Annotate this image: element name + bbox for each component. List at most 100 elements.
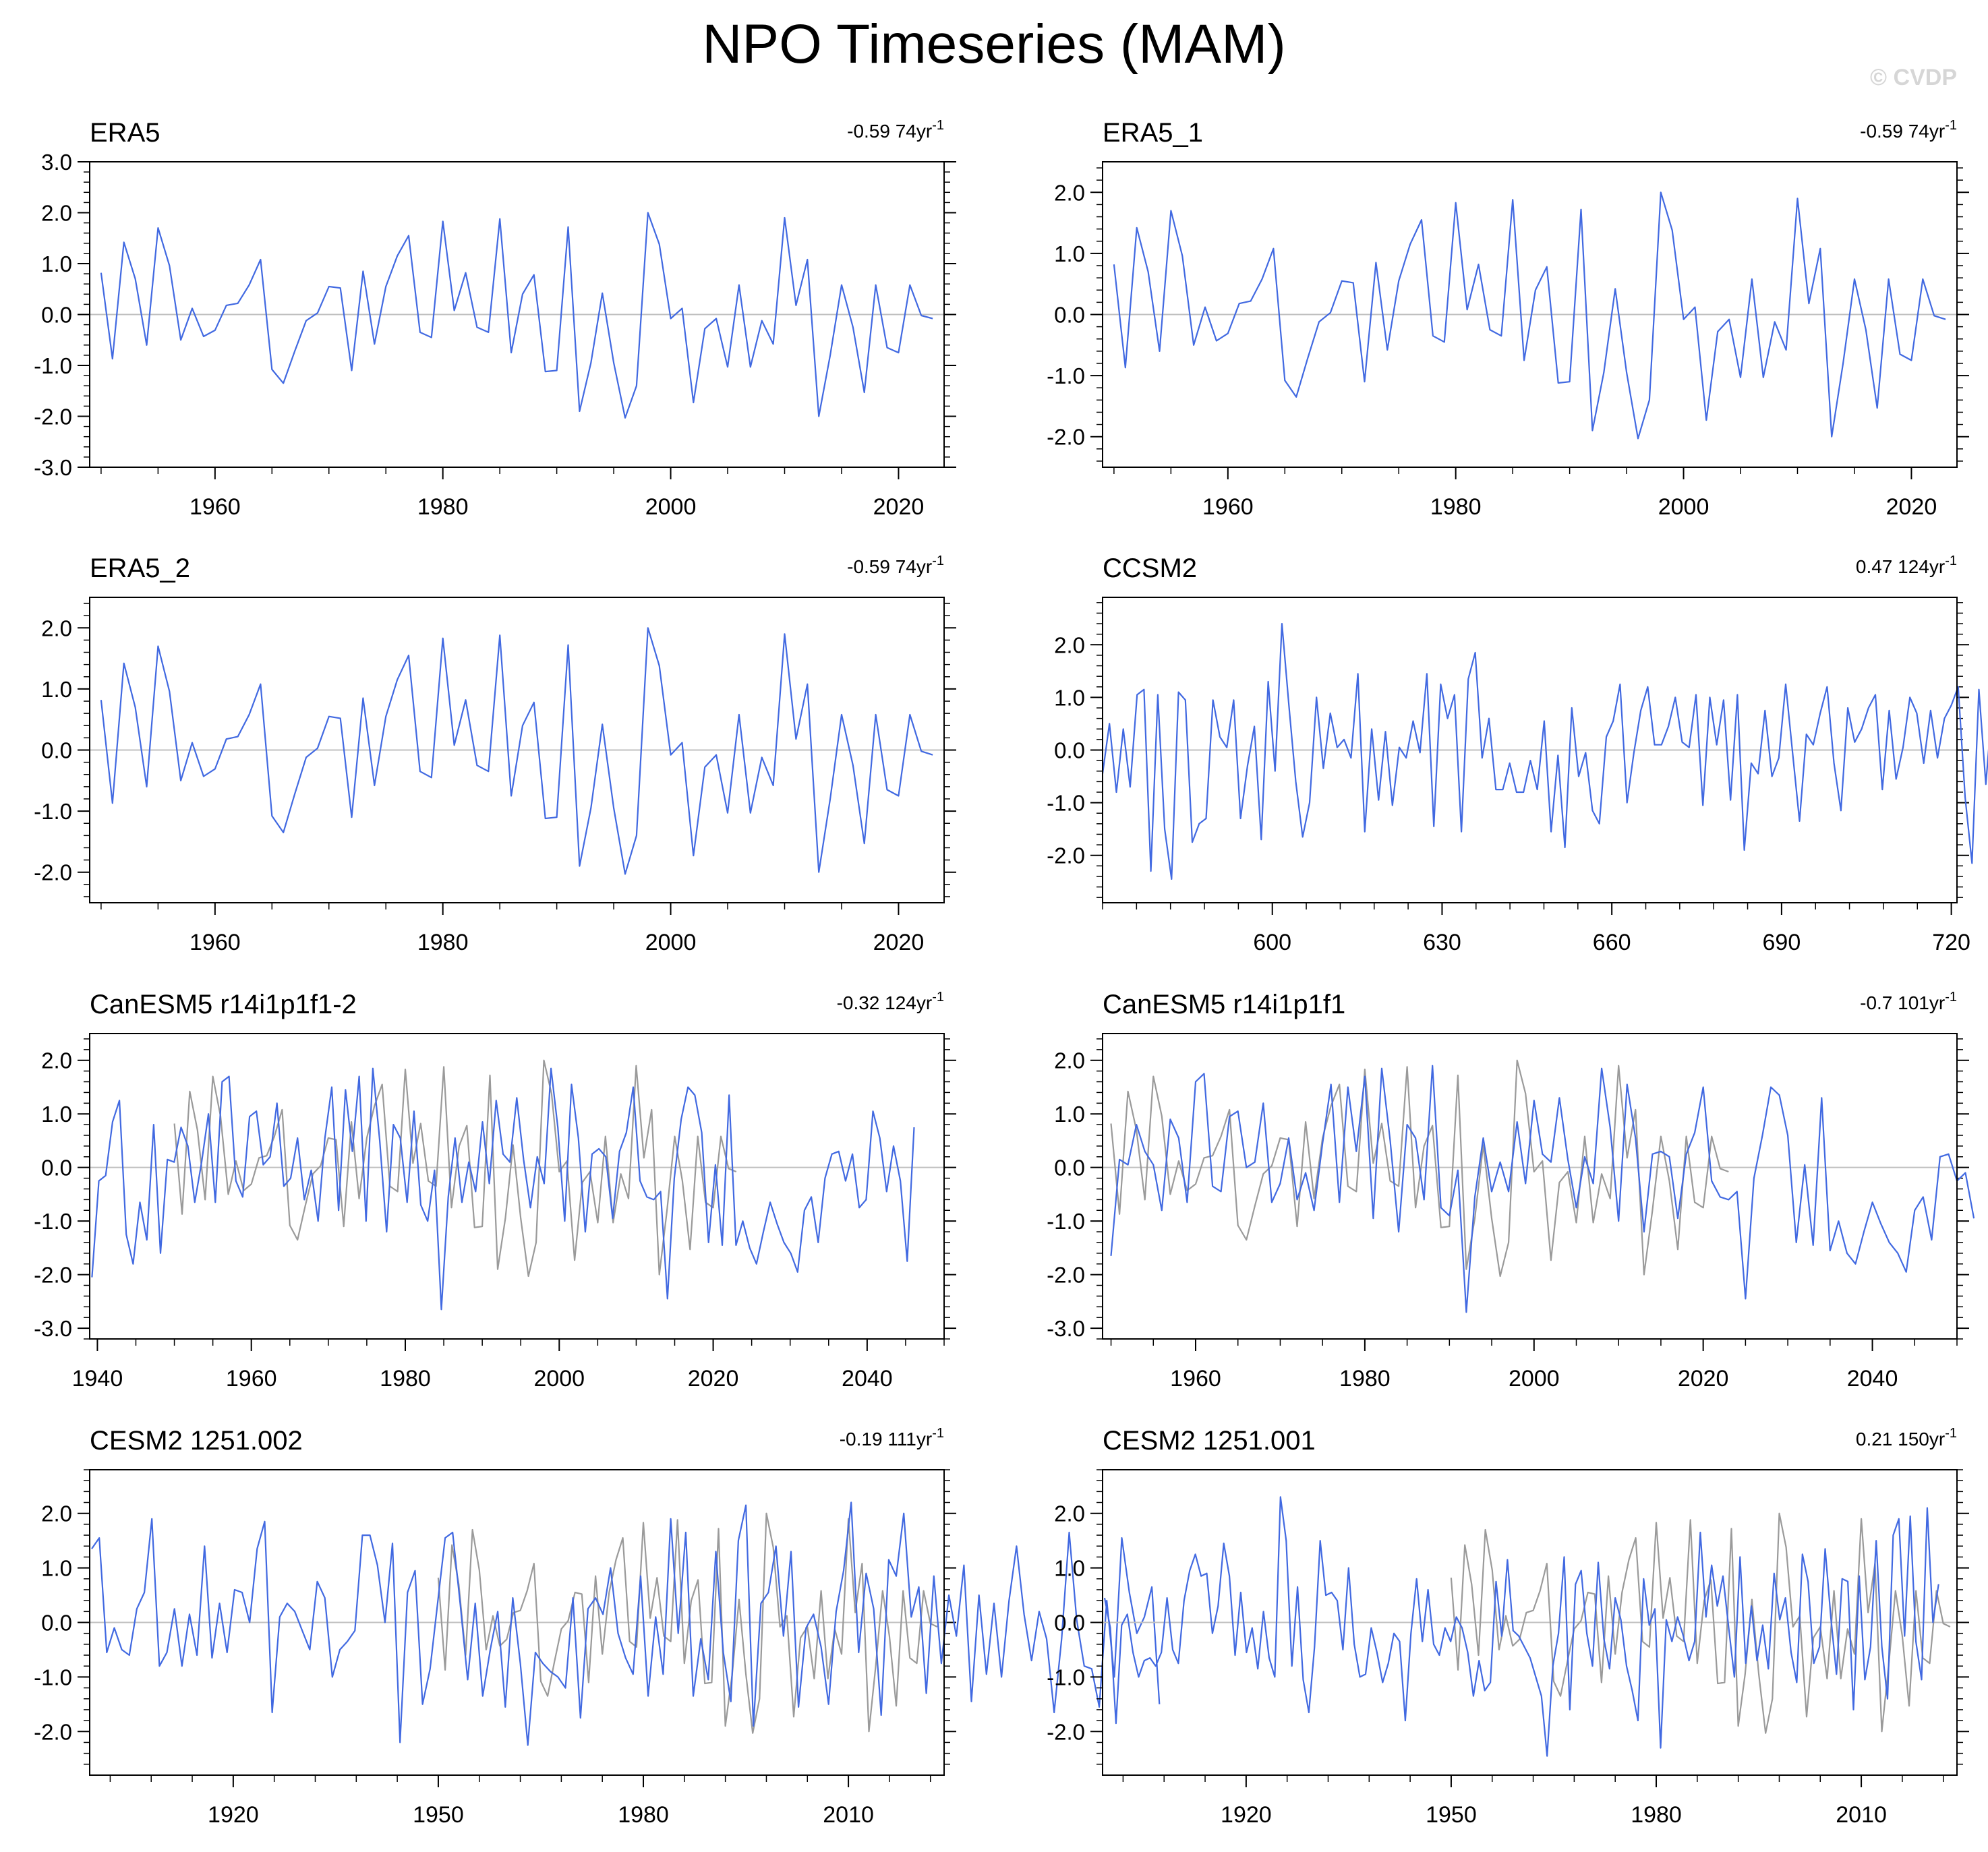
x-tick-label: 1980 [1430,494,1482,520]
y-tick-label: 2.0 [41,616,72,640]
x-tick-label: 630 [1423,930,1461,955]
trend-label: -0.59 74yr-1 [1860,118,1957,142]
panel-title: CanESM5 r14i1p1f1-2 [90,990,357,1019]
panel-title: CCSM2 [1103,554,1197,583]
series-line-ccsm2 [1101,622,1988,880]
trend-value: -0.19 111yr [840,1429,932,1450]
y-tick-label: -3.0 [1047,1316,1085,1341]
y-tick-label: 1.0 [1054,1556,1085,1581]
plot-frame [1102,597,1958,903]
y-tick-label: -1.0 [1047,791,1085,816]
trend-value: -0.7 101yr [1860,992,1945,1013]
trend-label: 0.47 124yr-1 [1856,554,1957,577]
series-line-observations [173,1059,737,1278]
series-line-model [1103,1496,1939,1757]
x-tick-label: 2000 [645,494,697,520]
trend-label: -0.19 111yr-1 [840,1426,944,1450]
plot-frame [89,161,945,468]
trend-exponent: -1 [1945,118,1957,133]
trend-exponent: -1 [1945,990,1957,1005]
y-tick-label: 2.0 [41,1501,72,1526]
y-tick-label: -1.0 [34,353,72,378]
copyright-watermark: © CVDP [1870,65,1957,90]
x-tick-label: 1920 [208,1802,259,1828]
trend-exponent: -1 [1945,554,1957,568]
x-tick-label: 2040 [842,1366,893,1392]
x-tick-label: 1980 [1631,1802,1682,1828]
x-tick-label: 1960 [226,1366,277,1392]
trend-exponent: -1 [932,1426,944,1441]
x-tick-label: 2020 [873,494,925,520]
plot-frame [89,1033,945,1340]
series-line-model [91,1067,915,1311]
y-tick-label: 1.0 [1054,685,1085,710]
x-tick-label: 2020 [1886,494,1937,520]
panel-7: CESM2 1251.002 -0.19 111yr-1 2.0 1.0 0.0 -1.0… [34,1426,1161,1828]
x-tick-label: 2020 [873,930,925,955]
y-tick-label: 2.0 [41,1048,72,1073]
x-tick-label: 600 [1253,930,1291,955]
y-tick-label: -3.0 [34,455,72,480]
series-line-era5-2 [100,627,933,875]
series-line-observations [1110,1059,1729,1278]
y-tick-label: 1.0 [41,1102,72,1127]
series-line-observations [1450,1512,1951,1734]
x-tick-label: 1960 [189,494,241,520]
y-tick-label: 0.0 [1054,738,1085,763]
x-tick-label: 1920 [1221,1802,1272,1828]
x-tick-label: 1980 [618,1802,669,1828]
x-tick-label: 1960 [189,930,241,955]
y-tick-label: 0.0 [41,1611,72,1636]
x-tick-label: 1950 [413,1802,464,1828]
y-tick-label: 1.0 [41,1556,72,1581]
y-tick-label: -1.0 [34,1665,72,1690]
x-tick-label: 720 [1932,930,1970,955]
y-tick-label: -2.0 [34,405,72,429]
y-tick-label: 0.0 [41,1156,72,1181]
series-line-era5 [100,212,933,419]
y-tick-label: 1.0 [1054,1102,1085,1127]
y-tick-label: 0.0 [41,738,72,763]
x-tick-label: 2000 [533,1366,585,1392]
x-tick-label: 2010 [823,1802,874,1828]
x-tick-label: 2020 [1678,1366,1729,1392]
panel-title: ERA5_2 [90,554,190,583]
x-tick-label: 1980 [380,1366,431,1392]
y-tick-label: -1.0 [1047,1209,1085,1234]
plot-frame [89,597,945,903]
panel-1: ERA5 -0.59 74yr-1 3.0 2.0 1.0 0.0 -1.0 -2.0 -3.0… [34,118,956,520]
trend-exponent: -1 [1945,1426,1957,1441]
series-line-model [1110,1065,1975,1313]
y-tick-label: 1.0 [1054,241,1085,266]
x-tick-label: 1950 [1426,1802,1477,1828]
figure-title: NPO Timeseries (MAM) [702,13,1286,75]
y-tick-label: 1.0 [41,677,72,702]
y-tick-label: 2.0 [1054,1501,1085,1526]
trend-label: -0.7 101yr-1 [1860,990,1957,1013]
x-tick-label: 1960 [1202,494,1254,520]
trend-exponent: -1 [932,554,944,568]
x-tick-label: 2000 [645,930,697,955]
trend-value: 0.21 150yr [1856,1429,1945,1450]
y-tick-label: 0.0 [1054,303,1085,328]
trend-value: -0.59 74yr [847,556,932,577]
trend-value: -0.32 124yr [837,992,933,1013]
y-tick-label: 2.0 [41,201,72,226]
x-tick-label: 690 [1763,930,1801,955]
panel-3: ERA5_2 -0.59 74yr-1 2.0 1.0 0.0 -1.0 -2.0 1960 1… [34,554,956,955]
x-tick-label: 2010 [1836,1802,1887,1828]
panel-5: CanESM5 r14i1p1f1-2 -0.32 124yr-1 2.0 1.0 0.… [34,990,956,1392]
y-tick-label: -2.0 [1047,1263,1085,1288]
trend-exponent: -1 [932,990,944,1005]
panel-title: CESM2 1251.001 [1103,1426,1316,1456]
panel-4: CCSM2 0.47 124yr-1 2.0 1.0 0.0 -1.0 -2.0 600 630… [1047,554,1988,955]
y-tick-label: 3.0 [41,150,72,175]
y-tick-label: -2.0 [34,860,72,885]
panel-title: CanESM5 r14i1p1f1 [1103,990,1345,1019]
y-tick-label: -1.0 [1047,363,1085,388]
series-line-era5-1 [1113,191,1946,440]
y-tick-label: -2.0 [1047,843,1085,868]
y-tick-label: 2.0 [1054,180,1085,205]
series-line-observations [437,1512,938,1734]
